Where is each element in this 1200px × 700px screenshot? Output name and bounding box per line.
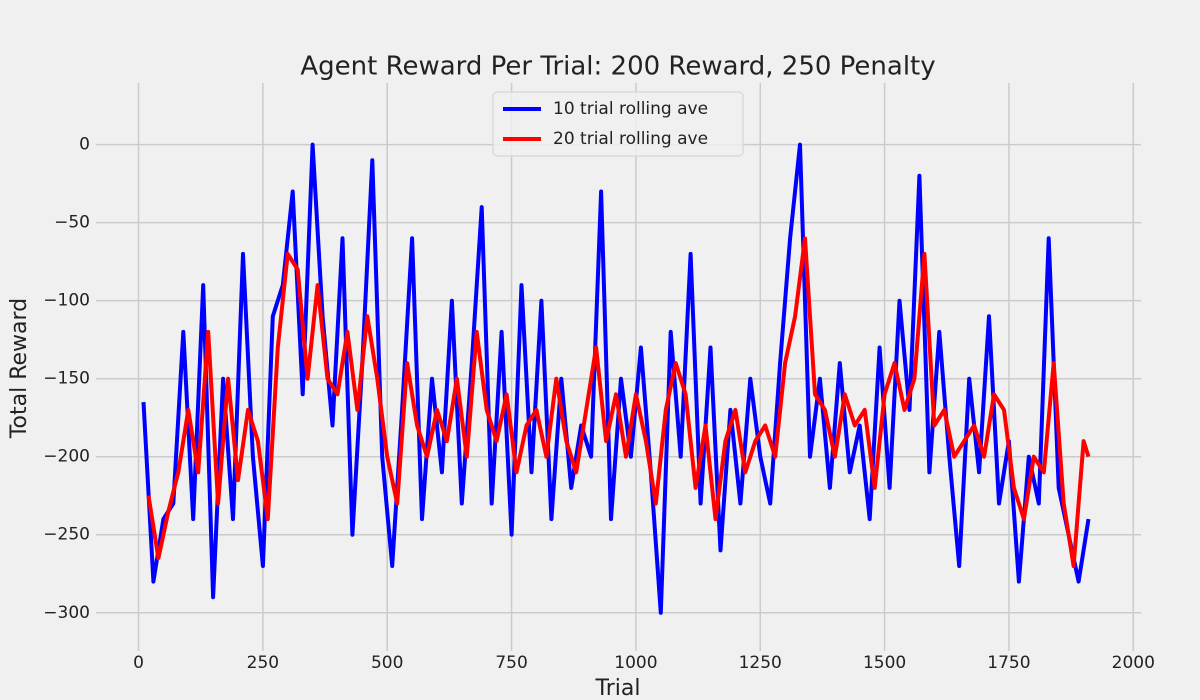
legend-label: 20 trial rolling ave xyxy=(553,129,708,149)
y-tick-label: −50 xyxy=(54,213,90,233)
y-tick-label: 0 xyxy=(79,135,90,155)
x-tick-label: 0 xyxy=(133,653,144,673)
x-tick-label: 1000 xyxy=(614,653,657,673)
x-tick-label: 1250 xyxy=(739,653,782,673)
legend: 10 trial rolling ave 20 trial rolling ave xyxy=(492,91,744,157)
data-line xyxy=(141,142,1091,615)
legend-label: 10 trial rolling ave xyxy=(553,99,708,119)
chart-title: Agent Reward Per Trial: 200 Reward, 250 … xyxy=(300,52,935,82)
y-tick-label: −250 xyxy=(43,525,90,545)
y-axis-label: Total Reward xyxy=(7,298,32,439)
legend-box xyxy=(492,91,744,157)
y-tick-label: −150 xyxy=(43,369,90,389)
x-axis-label: Trial xyxy=(595,676,641,700)
y-tick-label: −300 xyxy=(43,603,90,623)
x-tick-label: 1750 xyxy=(987,653,1030,673)
x-tick-label: 250 xyxy=(247,653,279,673)
lines xyxy=(141,142,1091,615)
y-tick-label: −200 xyxy=(43,447,90,467)
x-tick-label: 500 xyxy=(371,653,403,673)
x-tick-label: 2000 xyxy=(1112,653,1155,673)
y-tick-label: −100 xyxy=(43,291,90,311)
data-line xyxy=(146,236,1091,568)
x-tick-label: 750 xyxy=(495,653,527,673)
x-tick-label: 1500 xyxy=(863,653,906,673)
